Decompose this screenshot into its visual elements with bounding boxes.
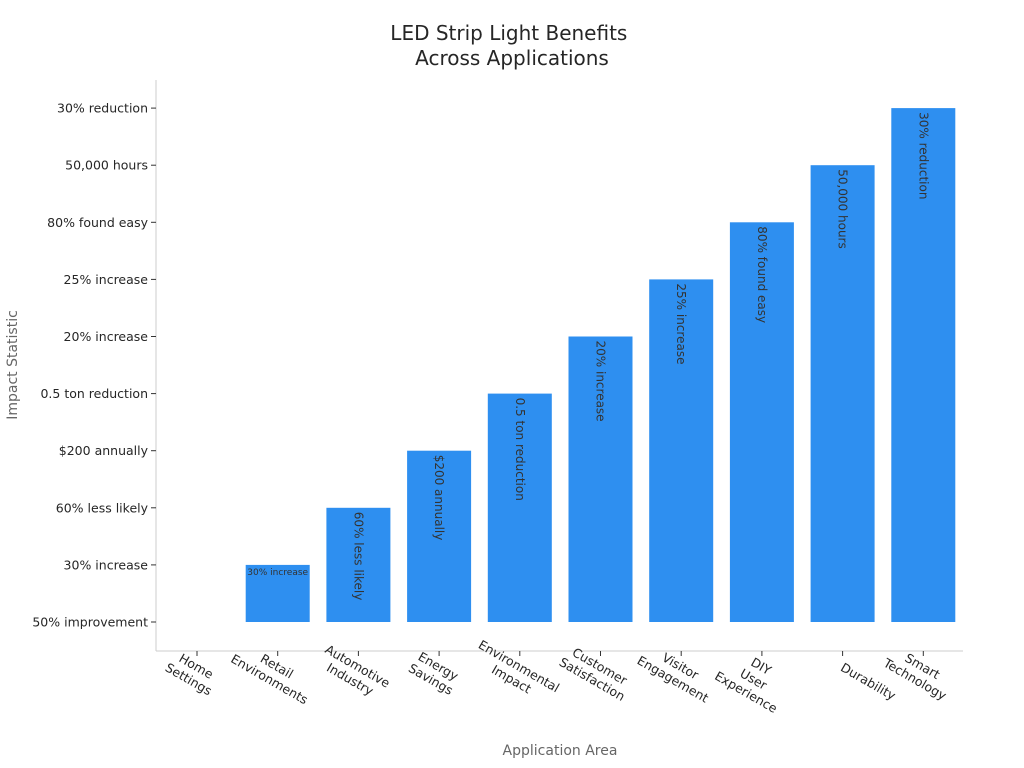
bar-data-label: 60% less likely xyxy=(351,512,365,601)
chart-title-line-2: Across Applications xyxy=(415,46,609,70)
bar-data-label: 30% increase xyxy=(247,568,308,578)
bar xyxy=(810,165,875,622)
y-tick-label: $200 annually xyxy=(59,443,149,458)
y-tick-label: 50,000 hours xyxy=(65,158,148,173)
x-tick-label: HomeSettings xyxy=(163,647,222,699)
bar xyxy=(568,336,633,622)
bar-data-label: 50,000 hours xyxy=(836,169,850,249)
x-tick-label: EnergySavings xyxy=(406,647,463,697)
bar xyxy=(407,450,472,622)
y-tick-label: 80% found easy xyxy=(47,215,148,230)
x-tick-label: DIYUserExperience xyxy=(712,642,795,716)
y-tick-label: 20% increase xyxy=(64,329,149,344)
bars-layer xyxy=(245,108,956,623)
x-tick-label: VisitorEngagement xyxy=(635,640,719,706)
y-tick-label: 60% less likely xyxy=(56,500,149,515)
bar xyxy=(649,279,714,622)
y-ticks-layer: 50% improvement 30% increase 60% less like… xyxy=(32,101,156,630)
bar-data-label: $200 annually xyxy=(432,455,446,541)
y-axis-label: Impact Statistic xyxy=(5,310,21,420)
bar xyxy=(245,564,310,622)
bar-data-label: 80% found easy xyxy=(755,226,769,323)
bar xyxy=(891,108,956,623)
bar-data-label: 20% increase xyxy=(594,341,608,422)
chart-title-line-1: LED Strip Light Benefits xyxy=(390,21,627,45)
bar-labels-layer: 30% increase 60% less likely $200 annually… xyxy=(247,112,930,600)
bar-data-label: 30% reduction xyxy=(916,112,930,199)
y-tick-label: 50% improvement xyxy=(32,615,148,630)
chart-title: LED Strip Light Benefits Across Applicat… xyxy=(390,21,633,70)
y-tick-label: 0.5 ton reduction xyxy=(40,386,148,401)
bar-data-label: 0.5 ton reduction xyxy=(513,398,527,501)
bar xyxy=(729,222,794,623)
x-ticks-layer: HomeSettings RetailEnvironments Automotive… xyxy=(163,637,950,716)
y-tick-label: 30% reduction xyxy=(57,101,148,116)
x-tick-label: EnvironmentalImpact xyxy=(468,637,562,708)
bar-data-label: 25% increase xyxy=(674,283,688,364)
x-tick-label: RetailEnvironments xyxy=(228,638,318,707)
bar xyxy=(326,507,391,622)
y-tick-label: 30% increase xyxy=(64,557,149,572)
bar xyxy=(487,393,552,622)
y-tick-label: 25% increase xyxy=(64,272,149,287)
x-axis-label: Application Area xyxy=(503,743,618,759)
